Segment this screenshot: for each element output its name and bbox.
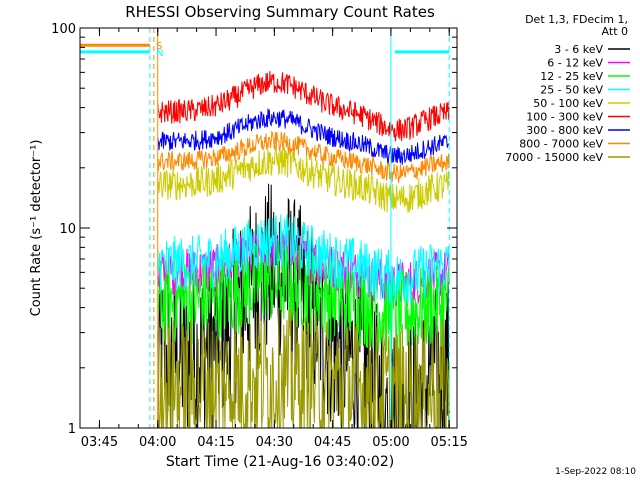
marker-label-0: S — [156, 41, 162, 52]
x-tick-label-2: 04:15 — [197, 435, 234, 450]
legend-entry-1: 6 - 12 keV — [547, 57, 603, 70]
x-tick-label-0: 03:45 — [81, 435, 118, 450]
series-line-7 — [157, 130, 450, 183]
x-tick-label-3: 04:30 — [256, 435, 293, 450]
marker-label-1: N — [156, 48, 163, 59]
footer-timestamp: 1-Sep-2022 08:10 — [555, 467, 636, 477]
chart-title: RHESSI Observing Summary Count Rates — [125, 3, 435, 21]
legend-entry-7: 800 - 7000 keV — [519, 138, 603, 151]
legend-header-1: Att 0 — [602, 25, 628, 38]
x-axis-label: Start Time (21-Aug-16 03:40:02) — [166, 454, 394, 470]
legend-entry-2: 12 - 25 keV — [540, 70, 603, 83]
series-line-5 — [157, 70, 450, 142]
series-line-2 — [157, 240, 450, 354]
legend-entry-8: 7000 - 15000 keV — [505, 151, 603, 164]
series-line-1 — [157, 231, 450, 307]
series-line-8 — [157, 307, 450, 430]
legend-header-0: Det 1,3, FDecim 1, — [525, 13, 628, 26]
x-tick-label-4: 04:45 — [314, 435, 351, 450]
legend-entry-5: 100 - 300 keV — [526, 111, 603, 124]
series-line-4 — [157, 145, 450, 213]
series-line-6 — [157, 108, 450, 165]
y-axis-label: Count Rate (s⁻¹ detector⁻¹) — [29, 140, 44, 317]
series-line-3 — [157, 214, 450, 305]
series-layer — [157, 70, 450, 430]
markers-layer: SN — [80, 41, 450, 59]
x-tick-label-5: 05:00 — [372, 435, 409, 450]
y-tick-label-0: 1 — [68, 422, 76, 437]
legend-entry-3: 25 - 50 keV — [540, 84, 603, 97]
y-tick-label-2: 100 — [51, 22, 76, 37]
legend-entry-6: 300 - 800 keV — [526, 124, 603, 137]
legend-entry-0: 3 - 6 keV — [554, 43, 603, 56]
x-tick-label-1: 04:00 — [139, 435, 176, 450]
legend-entry-4: 50 - 100 keV — [533, 97, 603, 110]
x-tick-label-6: 05:15 — [430, 435, 467, 450]
y-tick-label-1: 10 — [59, 222, 76, 237]
axes-layer: 03:45 04:00 04:15 04:30 04:45 05:00 05:15 1 10 10… — [51, 22, 468, 450]
